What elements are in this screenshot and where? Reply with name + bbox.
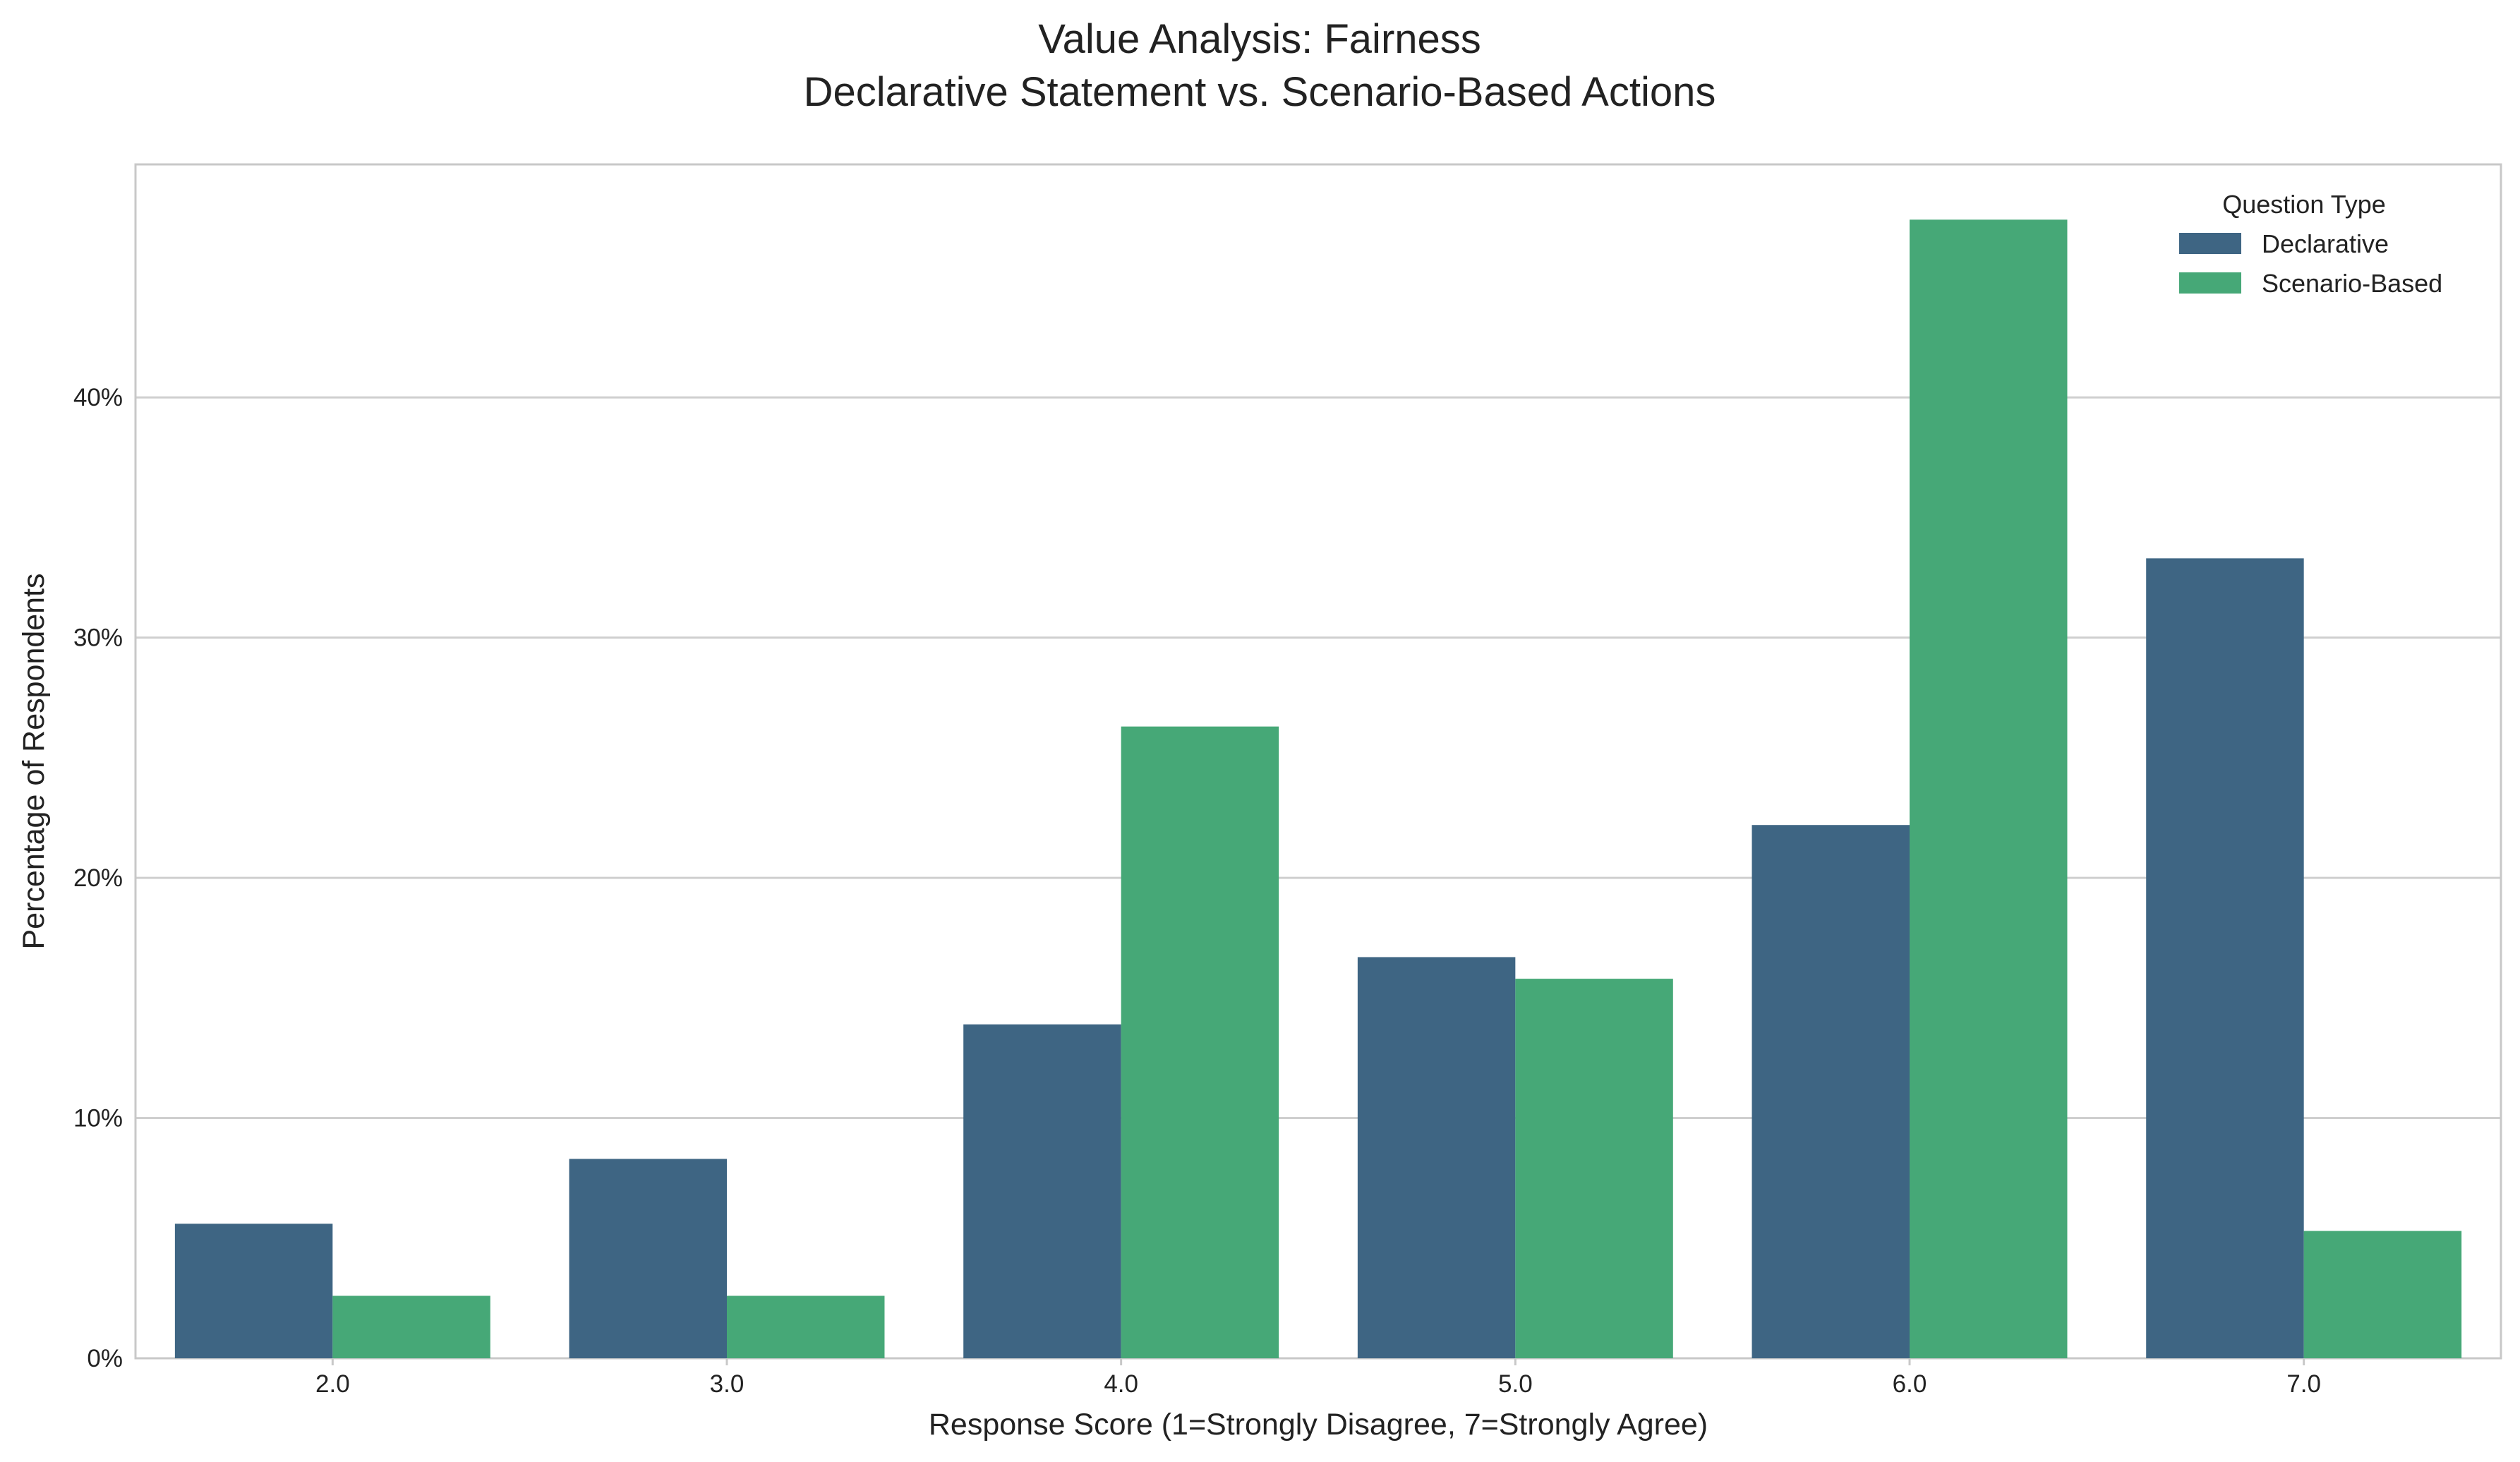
bar-declarative-4.0 bbox=[963, 1024, 1121, 1358]
legend-title: Question Type bbox=[2222, 190, 2386, 219]
legend: Question Type Declarative Scenario-Based bbox=[2179, 190, 2442, 298]
bar-declarative-7.0 bbox=[2146, 558, 2304, 1358]
x-tick-label: 3.0 bbox=[710, 1370, 744, 1398]
y-axis-label: Percentage of Respondents bbox=[17, 573, 51, 949]
bar-declarative-6.0 bbox=[1752, 825, 1910, 1358]
chart-subtitle: Declarative Statement vs. Scenario-Based… bbox=[804, 69, 1716, 115]
y-tick-label: 0% bbox=[87, 1345, 123, 1372]
bar-scenario-based-4.0 bbox=[1121, 726, 1279, 1358]
bar-scenario-based-3.0 bbox=[727, 1295, 885, 1358]
x-tick-labels: 2.0 3.0 4.0 5.0 6.0 7.0 bbox=[315, 1358, 2321, 1398]
x-tick-label: 2.0 bbox=[315, 1370, 350, 1398]
legend-swatch-scenario-based bbox=[2179, 272, 2241, 294]
x-tick-label: 6.0 bbox=[1893, 1370, 1927, 1398]
x-axis-label: Response Score (1=Strongly Disagree, 7=S… bbox=[929, 1408, 1708, 1442]
bars bbox=[174, 219, 2462, 1359]
y-tick-label: 20% bbox=[73, 864, 123, 892]
y-tick-label: 30% bbox=[73, 624, 123, 652]
x-tick-label: 5.0 bbox=[1498, 1370, 1533, 1398]
chart-title: Value Analysis: Fairness bbox=[1038, 16, 1481, 62]
bar-declarative-2.0 bbox=[174, 1224, 333, 1358]
legend-swatch-declarative bbox=[2179, 233, 2241, 254]
x-tick-label: 4.0 bbox=[1104, 1370, 1138, 1398]
bar-scenario-based-7.0 bbox=[2303, 1231, 2462, 1358]
y-tick-label: 10% bbox=[73, 1105, 123, 1132]
gridlines bbox=[135, 396, 2501, 1120]
bar-declarative-3.0 bbox=[569, 1159, 727, 1358]
x-tick-label: 7.0 bbox=[2286, 1370, 2321, 1398]
y-tick-label: 40% bbox=[73, 384, 123, 411]
plot-area bbox=[134, 163, 2502, 1360]
bar-scenario-based-5.0 bbox=[1515, 979, 1673, 1358]
legend-label-scenario-based: Scenario-Based bbox=[2262, 269, 2442, 298]
bar-declarative-5.0 bbox=[1357, 957, 1516, 1358]
legend-label-declarative: Declarative bbox=[2262, 229, 2389, 258]
legend-items: Declarative Scenario-Based bbox=[2179, 229, 2442, 298]
y-tick-labels: 0% 10% 20% 30% 40% bbox=[73, 384, 123, 1372]
bar-scenario-based-6.0 bbox=[1910, 219, 2068, 1359]
bar-scenario-based-2.0 bbox=[332, 1295, 490, 1358]
